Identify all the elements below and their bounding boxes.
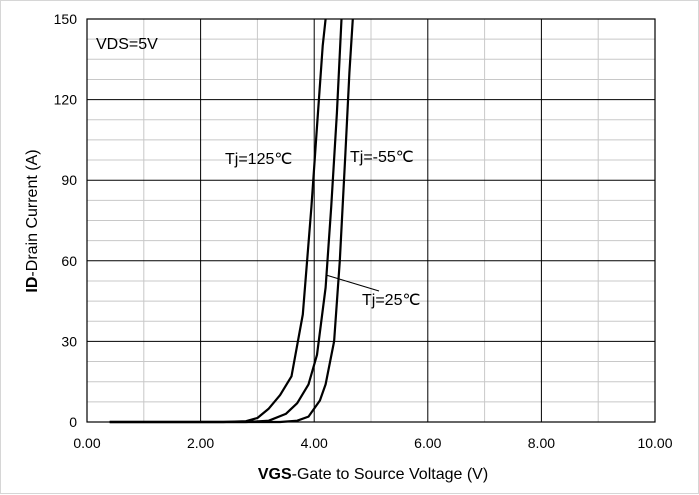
minor-grid (87, 19, 655, 422)
x-tick-label: 4.00 (301, 435, 328, 451)
x-tick-label: 0.00 (73, 435, 100, 451)
y-axis-title-rest: -Drain Current (A) (24, 149, 41, 276)
x-tick-labels: 0.00 2.00 4.00 6.00 8.00 10.00 (73, 435, 672, 451)
y-tick-label: 60 (61, 253, 77, 269)
y-tick-labels: 0 30 60 90 120 150 (54, 11, 78, 430)
x-axis-title-rest: -Gate to Source Voltage (V) (292, 466, 489, 483)
y-tick-label: 120 (54, 92, 78, 108)
condition-label: VDS=5V (96, 36, 158, 53)
x-tick-label: 8.00 (528, 435, 555, 451)
y-tick-label: 0 (69, 414, 77, 430)
x-axis-title: VGS-Gate to Source Voltage (V) (258, 466, 488, 483)
y-axis-title-bold: ID (24, 277, 41, 293)
major-grid (87, 19, 655, 422)
y-axis-title: ID-Drain Current (A) (24, 149, 41, 292)
y-tick-label: 150 (54, 11, 78, 27)
y-tick-label: 90 (61, 172, 77, 188)
series-label-25: Tj=25℃ (362, 292, 420, 309)
x-axis-title-bold: VGS (258, 466, 292, 483)
y-tick-label: 30 (61, 333, 77, 349)
leader-lines (325, 274, 380, 292)
curves (109, 18, 354, 424)
leader-line-25 (325, 274, 380, 292)
x-tick-label: 6.00 (414, 435, 441, 451)
series-curve-2 (109, 18, 354, 424)
x-tick-label: 10.00 (637, 435, 672, 451)
x-tick-label: 2.00 (187, 435, 214, 451)
series-label-minus55: Tj=-55℃ (350, 149, 414, 166)
plot-area (86, 18, 656, 423)
series-label-125: Tj=125℃ (225, 151, 292, 168)
